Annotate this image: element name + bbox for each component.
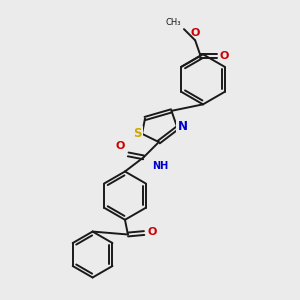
Text: NH: NH [152, 161, 169, 171]
Text: O: O [190, 28, 200, 38]
Text: O: O [147, 227, 156, 237]
Text: CH₃: CH₃ [166, 18, 181, 27]
Text: O: O [116, 142, 125, 152]
Text: S: S [133, 127, 142, 140]
Text: O: O [219, 51, 228, 61]
Text: N: N [178, 120, 188, 133]
